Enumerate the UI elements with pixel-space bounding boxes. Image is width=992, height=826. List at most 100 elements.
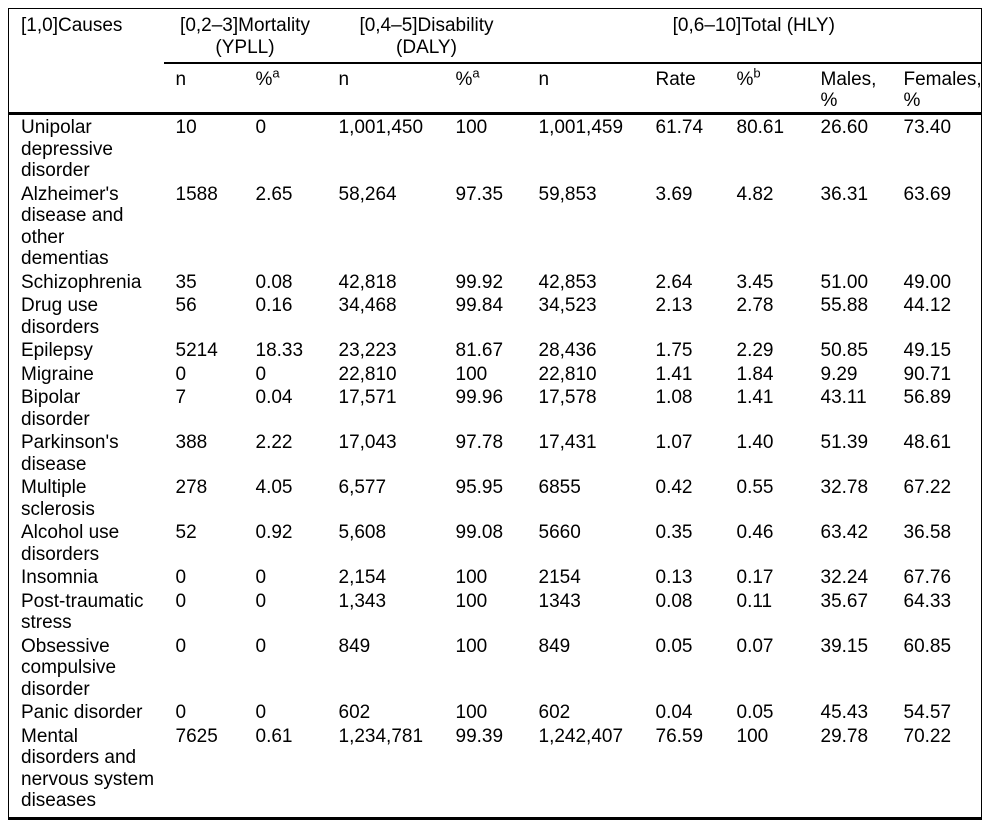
data-cell: 1,343 — [338, 590, 387, 612]
data-cell: 0.35 — [655, 522, 693, 543]
table-row: Parkinson's disease 388 2.22 17,043 97.78 17,… — [9, 430, 982, 475]
row-label: Parkinson's disease — [21, 432, 119, 475]
data-cell: 60.85 — [903, 635, 952, 657]
row-label: Schizophrenia — [21, 271, 142, 293]
data-cell: 3.45 — [736, 271, 774, 293]
data-cell: 4.05 — [255, 477, 293, 498]
data-cell: 1.75 — [655, 340, 693, 361]
data-cell: 1,001,450 — [338, 117, 424, 138]
data-cell: 81.67 — [455, 340, 504, 361]
data-cell: 2.64 — [655, 271, 693, 293]
column-header-label: Rate — [655, 68, 696, 90]
group-header-total: [0,6–10]Total (HLY) — [526, 8, 982, 64]
table-row: Bipolar disorder 7 0.04 17,571 99.96 17,578 1.… — [9, 385, 982, 430]
data-cell: 0.05 — [655, 635, 693, 657]
data-cell: 34,468 — [338, 295, 397, 316]
data-cell: 23,223 — [338, 340, 397, 361]
row-label: Unipolar depressive disorder — [21, 117, 113, 181]
data-cell: 45.43 — [820, 702, 869, 723]
data-cell: 4.82 — [736, 183, 774, 205]
data-cell: 1,001,459 — [538, 117, 624, 138]
data-cell: 42,818 — [338, 271, 397, 293]
row-label: Migraine — [21, 363, 94, 385]
data-cell: 0 — [175, 567, 187, 588]
data-cell: 100 — [455, 363, 488, 385]
data-cell: 36.31 — [820, 183, 869, 205]
data-cell: 0 — [255, 590, 267, 612]
data-cell: 849 — [538, 635, 571, 657]
data-cell: 90.71 — [903, 363, 952, 385]
data-cell: 52 — [175, 522, 197, 543]
data-cell: 80.61 — [736, 117, 785, 138]
row-label: Alcohol use disorders — [21, 522, 120, 565]
data-cell: 1.84 — [736, 363, 774, 385]
data-cell: 51.39 — [820, 432, 869, 453]
data-cell: 56.89 — [903, 387, 952, 408]
column-header-8: Females, % — [891, 62, 982, 115]
data-cell: 278 — [175, 477, 208, 498]
data-cell: 61.74 — [655, 117, 704, 138]
table-row: Post-traumatic stress 0 0 1,343 100 1343 0.08 0… — [9, 589, 982, 634]
table-row: Unipolar depressive disorder 10 0 1,001,450… — [9, 114, 982, 182]
data-cell: 99.92 — [455, 271, 504, 293]
data-cell: 6,577 — [338, 477, 387, 498]
data-cell: 18.33 — [255, 340, 304, 361]
data-cell: 0.16 — [255, 295, 293, 316]
table-row: Alcohol use disorders 52 0.92 5,608 99.08 566… — [9, 520, 982, 565]
page: { "page": { "background": "#ffffff", "te… — [0, 8, 992, 826]
data-cell: 2.65 — [255, 183, 293, 205]
data-cell: 55.88 — [820, 295, 869, 316]
data-cell: 2.78 — [736, 295, 774, 316]
data-cell: 0.07 — [736, 635, 774, 657]
data-cell: 6855 — [538, 477, 581, 498]
data-cell: 42,853 — [538, 271, 597, 293]
row-label: Obsessive compulsive disorder — [21, 635, 117, 700]
data-cell: 32.78 — [820, 477, 869, 498]
data-cell: 0 — [255, 635, 267, 657]
data-cell: 70.22 — [903, 725, 952, 747]
row-label: Post-traumatic stress — [21, 590, 144, 634]
data-cell: 48.61 — [903, 432, 952, 453]
data-cell: 5214 — [175, 340, 218, 361]
data-cell: 2.22 — [255, 432, 293, 453]
data-cell: 22,810 — [538, 363, 597, 385]
data-cell: 1.08 — [655, 387, 693, 408]
data-cell: 1.07 — [655, 432, 693, 453]
data-cell: 100 — [455, 702, 488, 723]
column-header-label: Females, % — [903, 68, 982, 112]
table-row: Mental disorders and nervous system dise… — [9, 724, 982, 819]
data-cell: 17,431 — [538, 432, 597, 453]
column-header-label: Males, % — [820, 68, 877, 112]
causes-column-header: [1,0]Causes — [8, 8, 164, 115]
data-cell: 0 — [255, 363, 267, 385]
data-cell: 0 — [175, 590, 187, 612]
data-cell: 2.29 — [736, 340, 774, 361]
data-cell: 3.69 — [655, 183, 693, 205]
data-cell: 58,264 — [338, 183, 397, 205]
data-cell: 43.11 — [820, 387, 867, 408]
table-row: Epilepsy 5214 18.33 23,223 81.67 28,436 1.75 2.… — [9, 338, 982, 362]
data-cell: 22,810 — [338, 363, 397, 385]
column-header-3: %a — [443, 62, 527, 115]
data-cell: 97.78 — [455, 432, 504, 453]
column-header-label: % — [455, 68, 473, 90]
data-cell: 35 — [175, 271, 197, 293]
data-cell: 2,154 — [338, 567, 387, 588]
data-cell: 602 — [338, 702, 371, 723]
table-row: Insomnia 0 0 2,154 100 2154 0.13 0.17 32.24 67.76 — [9, 565, 982, 589]
row-label: Bipolar disorder — [21, 387, 90, 430]
row-label: Multiple sclerosis — [21, 477, 95, 520]
data-cell: 99.84 — [455, 295, 504, 316]
column-header-4: n — [526, 62, 644, 115]
data-cell: 0 — [255, 702, 267, 723]
data-cell: 0.46 — [736, 522, 774, 543]
data-cell: 7 — [175, 387, 187, 408]
data-cell: 0.13 — [655, 567, 693, 588]
data-cell: 17,571 — [338, 387, 397, 408]
data-cell: 64.33 — [903, 590, 952, 612]
data-cell: 63.69 — [903, 183, 952, 205]
table-row: Alzheimer's disease and other dementias 1… — [9, 182, 982, 270]
data-cell: 0 — [175, 702, 187, 723]
column-header-label: n — [175, 68, 187, 90]
table-row: Migraine 0 0 22,810 100 22,810 1.41 1.84 9.29 90.… — [9, 362, 982, 386]
